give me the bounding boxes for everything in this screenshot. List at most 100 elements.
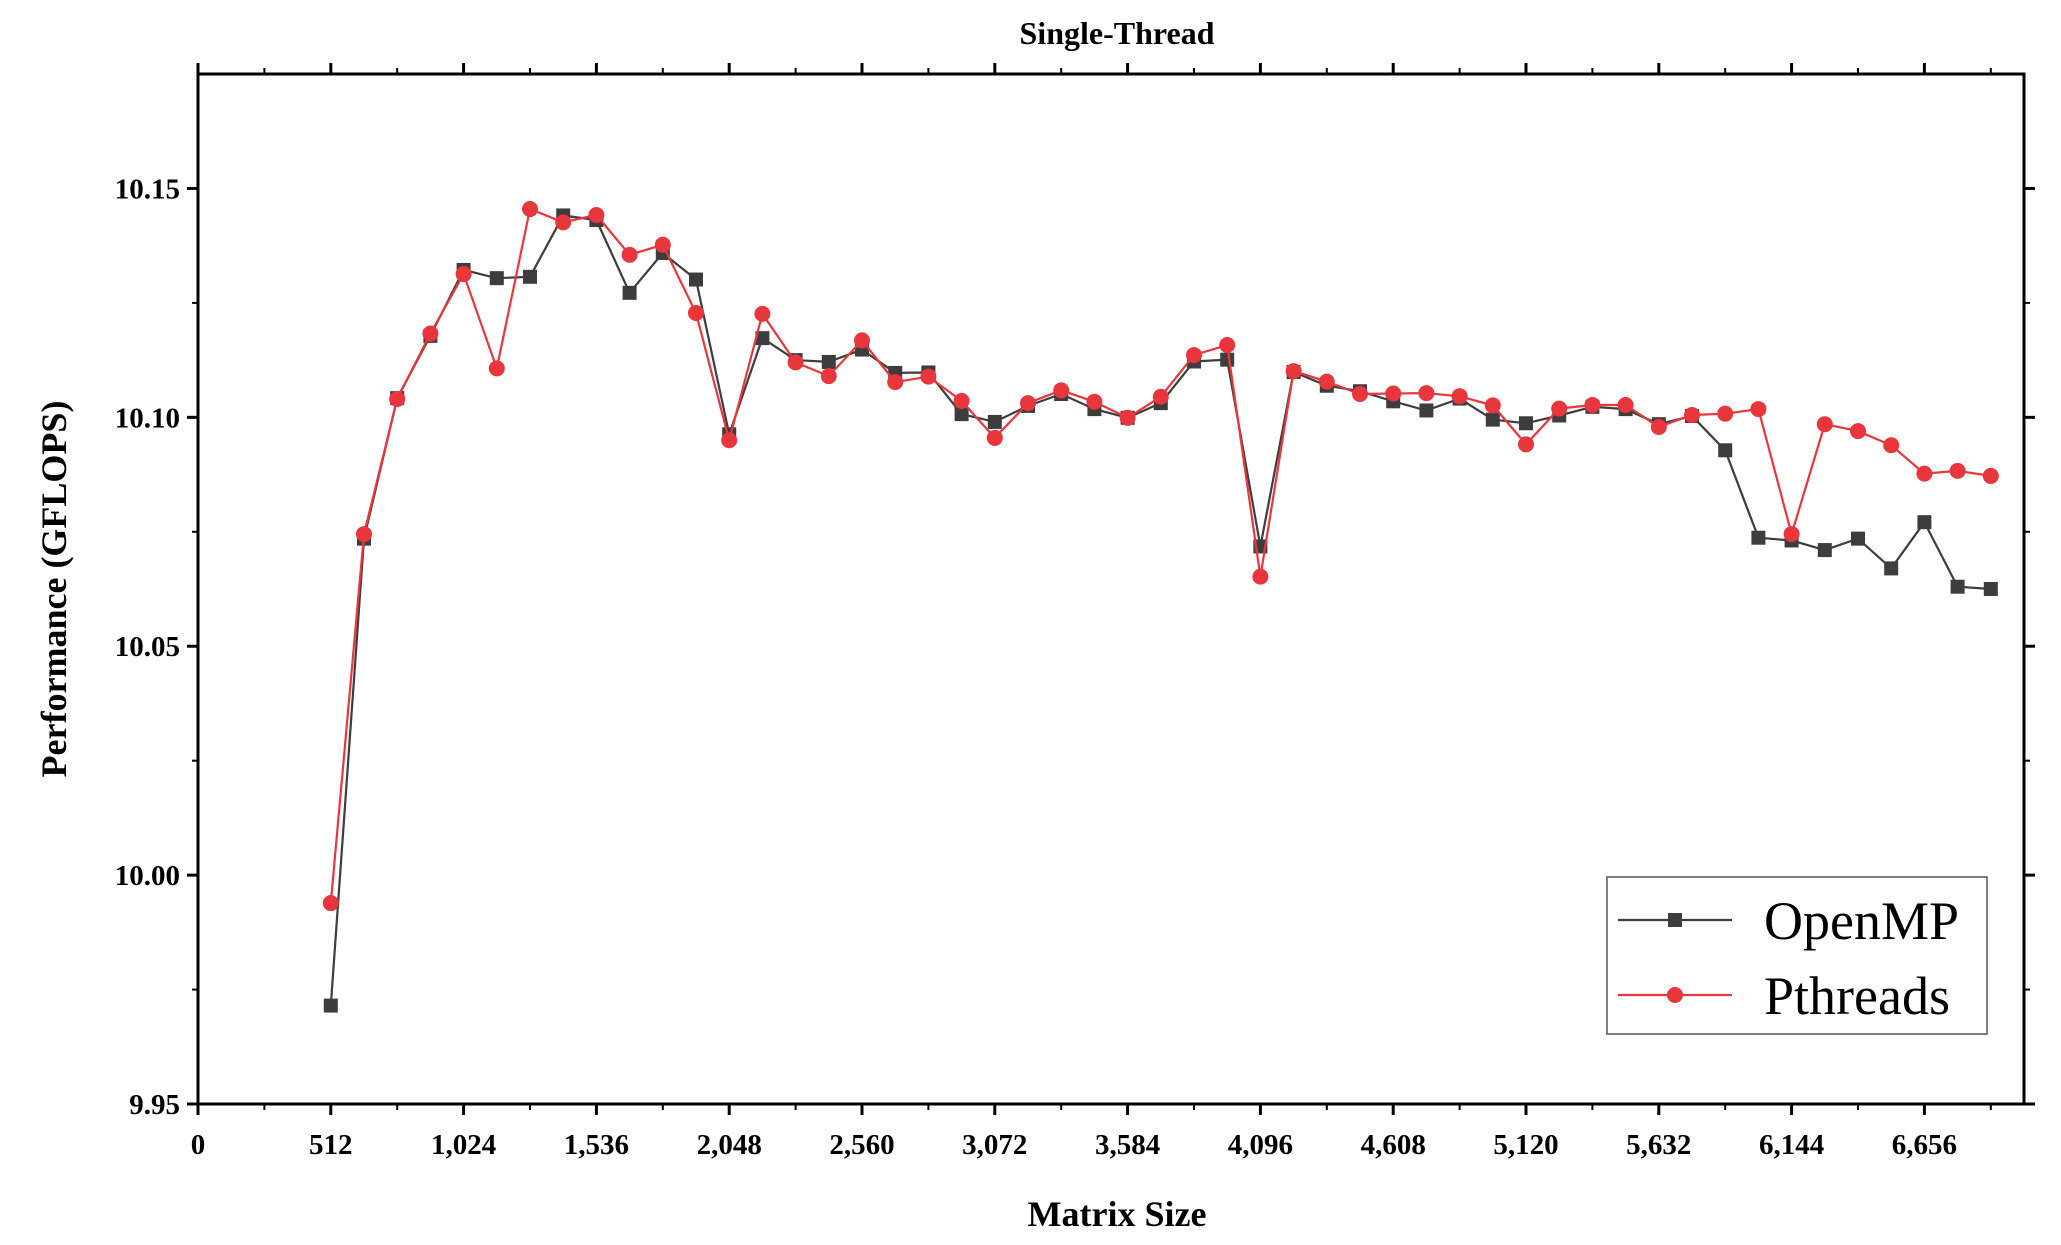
legend-label-pthreads: Pthreads [1764,966,1950,1026]
data-point-pthreads [1152,388,1169,405]
data-point-pthreads [455,266,472,283]
legend-marker-pthreads [1667,987,1683,1003]
legend-frame [1606,876,1988,1035]
x-axis-ticks: 0 512 1,024 1,536 2,048 2,560 3,072 3,584 4,096 4… [191,63,1992,1161]
data-point-pthreads [1053,382,1070,399]
data-point-openmp [1751,530,1766,545]
series-pthreads [322,201,1999,912]
y-tick-label: 10.00 [115,860,180,892]
x-tick-label: 512 [309,1129,353,1161]
x-tick-label: 3,072 [962,1129,1027,1161]
data-point-pthreads [820,368,837,385]
data-point-pthreads [522,201,538,218]
x-tick-label: 4,096 [1228,1129,1293,1161]
data-point-pthreads [654,236,671,253]
x-tick-label: 5,632 [1626,1129,1691,1161]
data-point-pthreads [1484,397,1501,414]
data-point-pthreads [787,354,804,371]
x-tick-label: 0 [191,1129,206,1161]
data-point-pthreads [1617,396,1634,413]
data-point-pthreads [1318,373,1335,390]
data-point-pthreads [1518,436,1534,453]
x-tick-label: 2,048 [697,1129,762,1161]
data-point-openmp [1718,443,1733,458]
x-tick-label: 1,536 [564,1129,629,1161]
data-point-openmp [1917,515,1932,530]
legend: OpenMP Pthreads [1606,876,1988,1035]
data-point-pthreads [1949,462,1966,479]
data-point-openmp [1485,412,1500,427]
data-point-pthreads [1385,385,1402,402]
data-point-pthreads [1252,568,1269,585]
data-point-pthreads [721,432,738,449]
data-point-pthreads [1717,405,1734,422]
data-point-openmp [755,331,770,346]
data-point-pthreads [1850,423,1866,440]
x-tick-label: 6,656 [1892,1129,1957,1161]
y-tick-label: 10.10 [115,402,180,434]
data-point-pthreads [854,332,870,349]
x-axis-label: Matrix Size [1028,1194,1207,1234]
data-point-pthreads [1285,363,1302,380]
data-point-openmp [1851,531,1865,546]
data-point-pthreads [1916,465,1933,482]
x-tick-label: 2,560 [829,1129,894,1161]
x-tick-label: 3,584 [1095,1129,1160,1161]
plot-area-frame [196,72,2026,1106]
data-point-openmp [1220,352,1235,367]
legend-label-openmp: OpenMP [1764,891,1959,951]
data-point-openmp [622,285,637,300]
data-point-pthreads [688,304,704,321]
data-point-pthreads [621,246,638,263]
data-point-openmp [1419,403,1434,418]
data-point-pthreads [1551,400,1568,417]
data-point-pthreads [1418,385,1435,402]
data-point-openmp [1950,579,1965,594]
data-point-pthreads [356,526,372,543]
data-point-pthreads [1816,416,1833,433]
data-point-openmp [954,407,969,422]
data-point-pthreads [422,325,439,342]
data-point-pthreads [986,429,1003,446]
data-point-pthreads [1883,437,1900,454]
data-point-pthreads [1750,401,1767,418]
data-point-pthreads [322,895,339,912]
data-point-openmp [523,269,537,284]
y-tick-label: 9.95 [129,1089,180,1121]
data-point-pthreads [1186,347,1202,364]
data-point-pthreads [1584,396,1601,413]
x-tick-label: 4,608 [1361,1129,1426,1161]
y-tick-label: 10.15 [115,173,180,205]
data-point-openmp [1884,561,1899,576]
data-point-openmp [323,998,338,1013]
data-point-openmp [987,414,1002,429]
data-point-openmp [1983,582,1998,596]
data-point-pthreads [1982,467,1999,484]
data-point-openmp [1817,543,1832,558]
data-point-pthreads [1219,337,1236,354]
y-axis-label: Performance (GFLOPS) [34,401,74,778]
data-point-openmp [821,354,836,369]
legend-marker-openmp [1668,913,1682,927]
data-point-pthreads [887,374,904,391]
y-axis-ticks: 9.95 10.00 10.05 10.10 10.15 [115,173,2035,1121]
x-tick-label: 1,024 [431,1129,496,1161]
data-point-pthreads [1020,395,1036,412]
data-point-pthreads [1783,526,1800,543]
x-tick-label: 6,144 [1759,1129,1824,1161]
data-point-pthreads [555,214,572,231]
data-point-pthreads [754,305,771,322]
data-point-pthreads [588,206,605,223]
data-point-openmp [1519,416,1533,431]
data-point-pthreads [389,391,406,408]
data-point-pthreads [1451,388,1468,405]
x-tick-label: 5,120 [1493,1129,1558,1161]
series-layer [322,201,1999,1013]
data-point-openmp [489,271,504,286]
data-point-pthreads [1684,407,1700,424]
data-point-pthreads [488,360,505,377]
data-point-pthreads [953,392,970,409]
data-point-pthreads [1352,385,1368,402]
